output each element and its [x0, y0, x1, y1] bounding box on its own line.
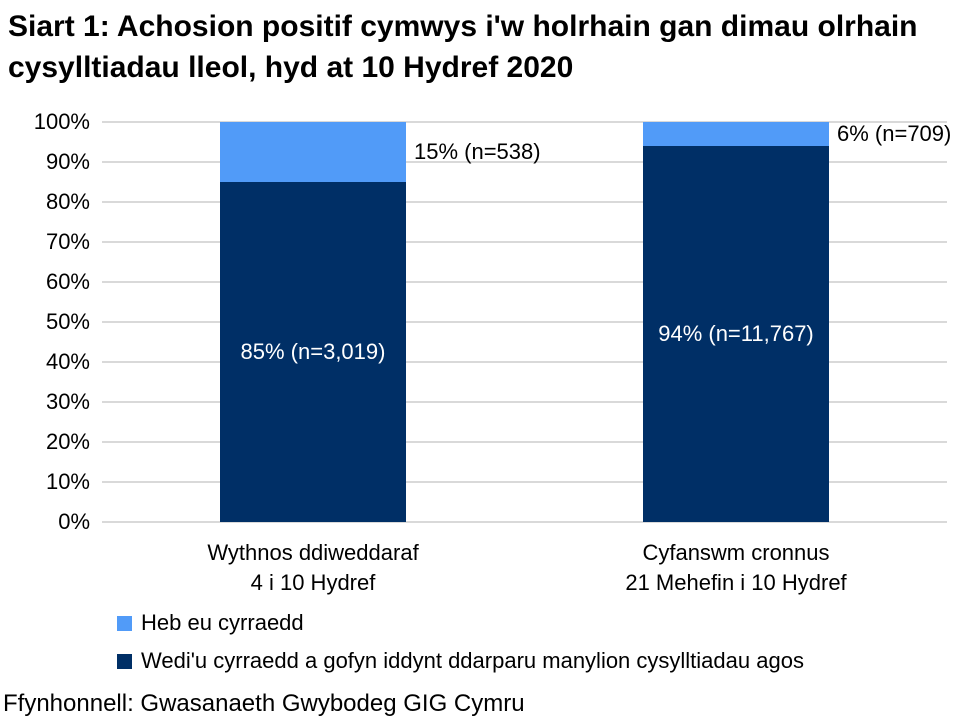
legend-swatch-light-blue — [117, 615, 132, 631]
y-axis-tick-30%: 30% — [45, 389, 90, 414]
x-axis-label-2: Cyfanswm cronnus 21 Mehefin i 10 Hydref — [536, 538, 936, 598]
legend-item-heb-eu-cyrraedd: Heb eu cyrraedd — [117, 610, 804, 635]
y-axis-tick-0%: 0% — [58, 509, 90, 534]
gridline-50% — [102, 321, 947, 323]
gridline-60% — [102, 281, 947, 283]
y-axis-tick-40%: 40% — [45, 349, 90, 374]
gridline-90% — [102, 161, 947, 163]
bar-1-segment-light_blue — [220, 122, 406, 182]
y-axis-tick-70%: 70% — [45, 229, 90, 254]
bar-1-inside-label: 85% (n=3,019) — [240, 339, 386, 364]
gridline-70% — [102, 241, 947, 243]
bar-2-segment-navy — [643, 146, 829, 522]
y-axis-tick-20%: 20% — [45, 429, 90, 454]
chart-title: Siart 1: Achosion positif cymwys i'w hol… — [8, 10, 918, 85]
gridline-40% — [102, 361, 947, 363]
bar-2-outside-label: 6% (n=709) — [837, 121, 952, 146]
gridline-20% — [102, 441, 947, 443]
x-axis-label-1: Wythnos ddiweddaraf 4 i 10 Hydref — [113, 538, 513, 598]
gridline-80% — [102, 201, 947, 203]
legend-item-wediu-cyrraedd: Wedi'u cyrraedd a gofyn iddynt ddarparu … — [117, 648, 804, 673]
legend: Heb eu cyrraedd Wedi'u cyrraedd a gofyn … — [117, 610, 804, 687]
source-note: Ffynhonnell: Gwasanaeth Gwybodeg GIG Cym… — [3, 690, 525, 717]
x-axis-label-line: Wythnos ddiweddaraf — [207, 540, 419, 565]
legend-label-wediu-cyrraedd: Wedi'u cyrraedd a gofyn iddynt ddarparu … — [141, 648, 804, 673]
gridline-100% — [102, 121, 947, 123]
bar-2-segment-light_blue — [643, 122, 829, 146]
y-axis-tick-90%: 90% — [45, 149, 90, 174]
bar-1-outside-label: 15% (n=538) — [414, 139, 541, 164]
y-axis-tick-50%: 50% — [45, 309, 90, 334]
x-axis-label-line: Cyfanswm cronnus — [642, 540, 830, 565]
x-axis-label-line: 4 i 10 Hydref — [250, 570, 376, 595]
y-axis-tick-80%: 80% — [45, 189, 90, 214]
legend-swatch-navy — [117, 653, 132, 669]
bar-2-inside-label: 94% (n=11,767) — [658, 321, 814, 346]
gridline-0% — [102, 521, 947, 523]
x-axis-label-line: 21 Mehefin i 10 Hydref — [625, 570, 847, 595]
y-axis-tick-10%: 10% — [45, 469, 90, 494]
gridline-30% — [102, 401, 947, 403]
gridline-10% — [102, 481, 947, 483]
bar-1-segment-navy — [220, 182, 406, 522]
y-axis-tick-100%: 100% — [33, 109, 90, 134]
y-axis-tick-60%: 60% — [45, 269, 90, 294]
legend-label-heb-eu-cyrraedd: Heb eu cyrraedd — [141, 610, 304, 635]
